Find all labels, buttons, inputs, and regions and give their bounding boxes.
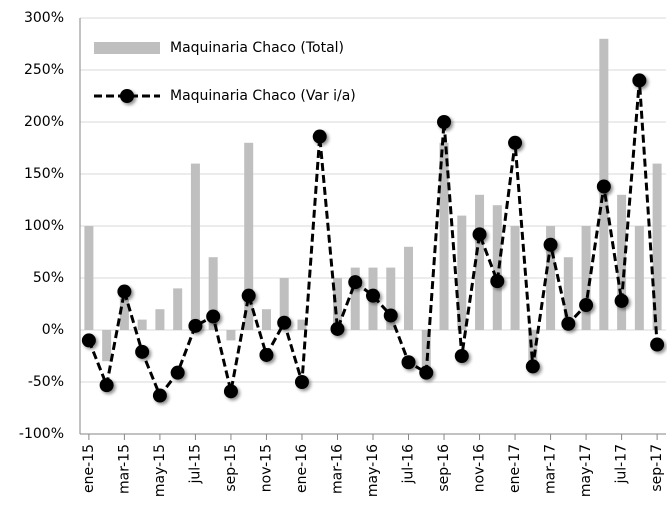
bar: [155, 309, 165, 330]
y-tick-label: 250%: [24, 62, 64, 78]
marker: [170, 365, 185, 380]
marker: [81, 333, 96, 348]
legend-swatch: [94, 42, 160, 54]
marker: [135, 344, 150, 359]
bar: [652, 163, 662, 330]
marker: [348, 275, 363, 290]
marker: [401, 355, 416, 370]
marker: [277, 315, 292, 330]
marker: [543, 237, 558, 252]
marker: [152, 388, 167, 403]
bar: [244, 142, 254, 330]
bar: [190, 163, 200, 330]
marker: [99, 378, 114, 393]
marker: [330, 321, 345, 336]
x-tick-label: may-17: [578, 444, 594, 497]
marker: [525, 359, 540, 374]
bar: [404, 246, 414, 330]
x-tick-label: nov-15: [258, 444, 274, 492]
y-tick-label: 200%: [24, 114, 64, 130]
x-tick-label: sep-17: [649, 444, 665, 492]
bar: [173, 288, 183, 330]
y-tick-label: -100%: [19, 426, 64, 442]
x-tick-label: sep-15: [223, 444, 239, 492]
marker: [117, 284, 132, 299]
x-tick-label: jul-17: [614, 444, 630, 485]
bar: [84, 226, 94, 330]
marker: [437, 115, 452, 129]
bar: [226, 330, 236, 341]
bar: [546, 226, 556, 330]
legend-marker: [120, 89, 134, 103]
x-tick-label: mar-16: [329, 444, 345, 494]
y-tick-label: 50%: [33, 270, 64, 286]
legend-label: Maquinaria Chaco (Total): [170, 40, 344, 56]
y-tick-label: 100%: [24, 218, 64, 234]
marker: [596, 179, 611, 194]
marker: [508, 135, 523, 150]
marker: [241, 288, 256, 303]
bar: [457, 215, 467, 330]
marker: [312, 129, 327, 144]
bar: [119, 298, 129, 330]
x-tick-label: jul-16: [401, 444, 417, 485]
marker: [259, 347, 274, 362]
bar: [137, 319, 147, 330]
marker: [223, 384, 238, 399]
bar: [350, 267, 360, 330]
y-tick-label: 300%: [24, 10, 64, 26]
bar: [386, 267, 396, 330]
x-tick-label: mar-15: [116, 444, 132, 494]
bar: [492, 205, 502, 330]
marker: [614, 293, 629, 308]
x-tick-label: may-15: [152, 444, 168, 497]
marker: [632, 73, 647, 88]
marker: [472, 227, 487, 242]
marker: [561, 316, 576, 331]
bar: [528, 330, 538, 362]
bar: [617, 194, 627, 330]
marker: [294, 375, 309, 389]
bar: [102, 330, 112, 362]
x-tick-label: ene-15: [81, 444, 97, 493]
marker: [490, 274, 505, 289]
legend-label: Maquinaria Chaco (Var i/a): [170, 88, 356, 104]
y-tick-label: 0%: [42, 322, 64, 338]
bar: [475, 194, 485, 330]
bar: [510, 226, 520, 330]
bar: [261, 309, 271, 330]
x-tick-label: sep-16: [436, 444, 452, 492]
bar: [439, 142, 449, 330]
x-tick-label: nov-16: [472, 444, 488, 492]
marker: [454, 349, 469, 363]
marker: [579, 298, 594, 313]
marker: [188, 318, 203, 333]
bar: [421, 330, 431, 372]
x-tick-label: ene-16: [294, 444, 310, 493]
marker: [419, 365, 434, 380]
x-tick-label: mar-17: [543, 444, 559, 494]
x-tick-label: may-16: [365, 444, 381, 497]
y-tick-label: -50%: [28, 374, 64, 390]
marker: [650, 337, 665, 352]
bar: [279, 278, 289, 330]
marker: [383, 308, 398, 323]
marker: [366, 288, 380, 303]
bar: [332, 278, 342, 330]
y-tick-label: 150%: [24, 166, 64, 182]
marker: [206, 309, 221, 324]
bar: [208, 257, 218, 330]
bar: [634, 226, 644, 330]
bar: [581, 226, 591, 330]
bar: [563, 257, 573, 330]
x-tick-label: ene-17: [507, 444, 523, 493]
line: [87, 80, 659, 399]
x-tick-label: jul-15: [187, 444, 203, 485]
bar: [297, 319, 307, 330]
